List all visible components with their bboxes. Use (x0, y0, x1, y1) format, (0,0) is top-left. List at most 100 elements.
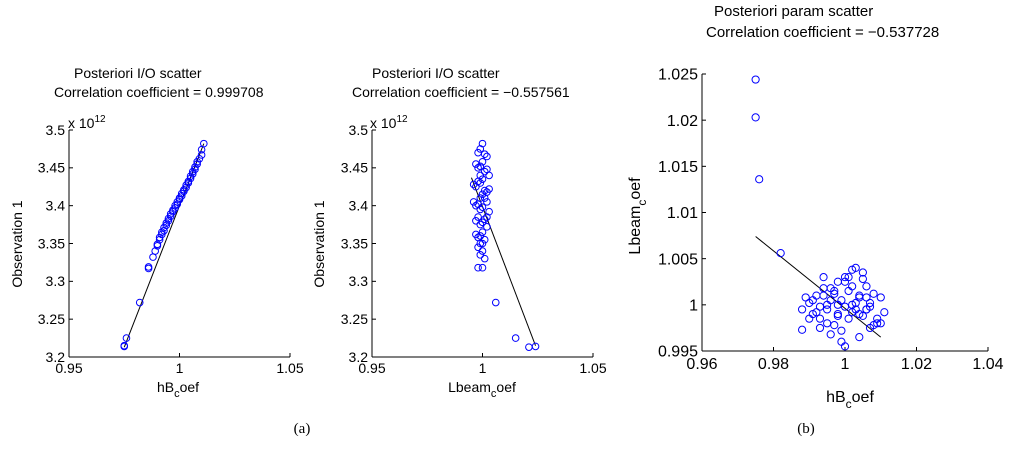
data-point (476, 194, 485, 202)
data-point (164, 217, 173, 225)
data-point (476, 220, 485, 229)
data-point (830, 289, 839, 298)
chart-subtitle: Correlation coefficient = −0.537728 (706, 24, 939, 41)
data-point (798, 305, 807, 314)
data-point (844, 314, 853, 323)
fit-line (123, 143, 205, 348)
data-point (144, 263, 153, 271)
data-point (755, 175, 764, 184)
data-point (823, 319, 832, 328)
y-tick-label: 3.4 (349, 198, 369, 214)
data-point (525, 343, 533, 351)
data-point (478, 203, 487, 211)
x-label-main: Lbeam (448, 379, 491, 395)
data-point (476, 232, 485, 240)
data-point (478, 247, 487, 255)
y-exponent-power: 12 (396, 114, 408, 125)
y-tick-label: 3.5 (349, 122, 369, 138)
data-point (848, 265, 857, 274)
y-tick-label: 3.35 (38, 235, 65, 251)
data-point (815, 323, 825, 333)
data-point (840, 273, 850, 282)
data-point (830, 321, 839, 330)
data-point (162, 221, 171, 230)
chart-title: Posteriori I/O scatter (74, 65, 202, 81)
data-point (776, 249, 785, 258)
data-point (480, 215, 489, 224)
y-tick-label: 3.25 (341, 311, 368, 327)
x-label-main: hB (157, 379, 174, 395)
data-point (483, 152, 491, 161)
data-point (855, 309, 864, 319)
chart-title: Posteriori param scatter (714, 3, 873, 20)
data-point (160, 223, 168, 232)
data-point (812, 291, 821, 300)
data-point (188, 167, 197, 176)
data-point (200, 139, 208, 148)
y-tick-label: 0.995 (658, 344, 698, 361)
x-tick-label: 0.96 (686, 356, 717, 373)
data-point (476, 179, 485, 187)
y-tick-label: 3.3 (46, 273, 66, 289)
data-point (469, 198, 478, 206)
x-label-rest: oef (852, 389, 875, 406)
data-point (862, 293, 871, 302)
data-point (120, 341, 129, 350)
data-point (166, 210, 175, 218)
y-tick-label: 3.45 (38, 160, 65, 176)
data-point (815, 302, 825, 311)
data-point (840, 277, 850, 286)
x-tick-label: 0.98 (758, 356, 789, 373)
caption-a: (a) (294, 421, 311, 437)
y-tick-label: 3.2 (46, 349, 66, 365)
data-point (833, 309, 842, 319)
data-point (826, 296, 835, 305)
data-point (478, 228, 487, 236)
data-point (858, 274, 867, 284)
x-tick-label: 1.04 (972, 356, 1003, 373)
data-point (177, 189, 186, 198)
data-point (823, 305, 832, 314)
caption-b: (b) (797, 421, 815, 437)
data-point (175, 194, 184, 202)
data-point (195, 154, 204, 163)
data-point (511, 334, 520, 342)
data-point (158, 230, 166, 239)
data-point (483, 213, 491, 221)
chart-title: Posteriori I/O scatter (372, 65, 500, 81)
data-point (171, 201, 179, 210)
fit-line (755, 236, 882, 338)
data-point (476, 251, 485, 259)
data-point (144, 264, 153, 273)
data-point (153, 240, 162, 249)
data-point (485, 185, 493, 193)
data-point (135, 298, 144, 307)
data-point (182, 181, 190, 190)
y-exponent-base: x 10 (68, 115, 95, 131)
x-label-sub: c (846, 397, 852, 411)
x-label-sub: c (174, 388, 180, 400)
x-tick-label: 1.05 (276, 360, 303, 376)
data-point (186, 174, 195, 183)
data-point (855, 333, 864, 342)
y-tick-label: 1.02 (667, 113, 698, 130)
y-tick-label: 1.005 (658, 251, 698, 268)
y-tick-label: 3.25 (38, 311, 65, 327)
data-point (480, 254, 489, 263)
x-tick-label: 1 (176, 360, 184, 376)
x-label-main: hB (826, 389, 846, 406)
data-point (833, 277, 842, 286)
x-label-rest: oef (180, 379, 200, 395)
data-point (819, 273, 828, 282)
data-point (855, 291, 864, 300)
data-point (862, 282, 871, 291)
data-point (480, 167, 489, 176)
data-point (476, 205, 485, 214)
x-tick-label: 1 (841, 356, 850, 373)
data-point (751, 75, 760, 84)
y-label-sub: c (635, 200, 649, 206)
data-point (480, 194, 489, 202)
data-point (476, 239, 485, 248)
x-axis-label: Lbeamcoef (448, 379, 516, 400)
data-point (158, 228, 166, 236)
